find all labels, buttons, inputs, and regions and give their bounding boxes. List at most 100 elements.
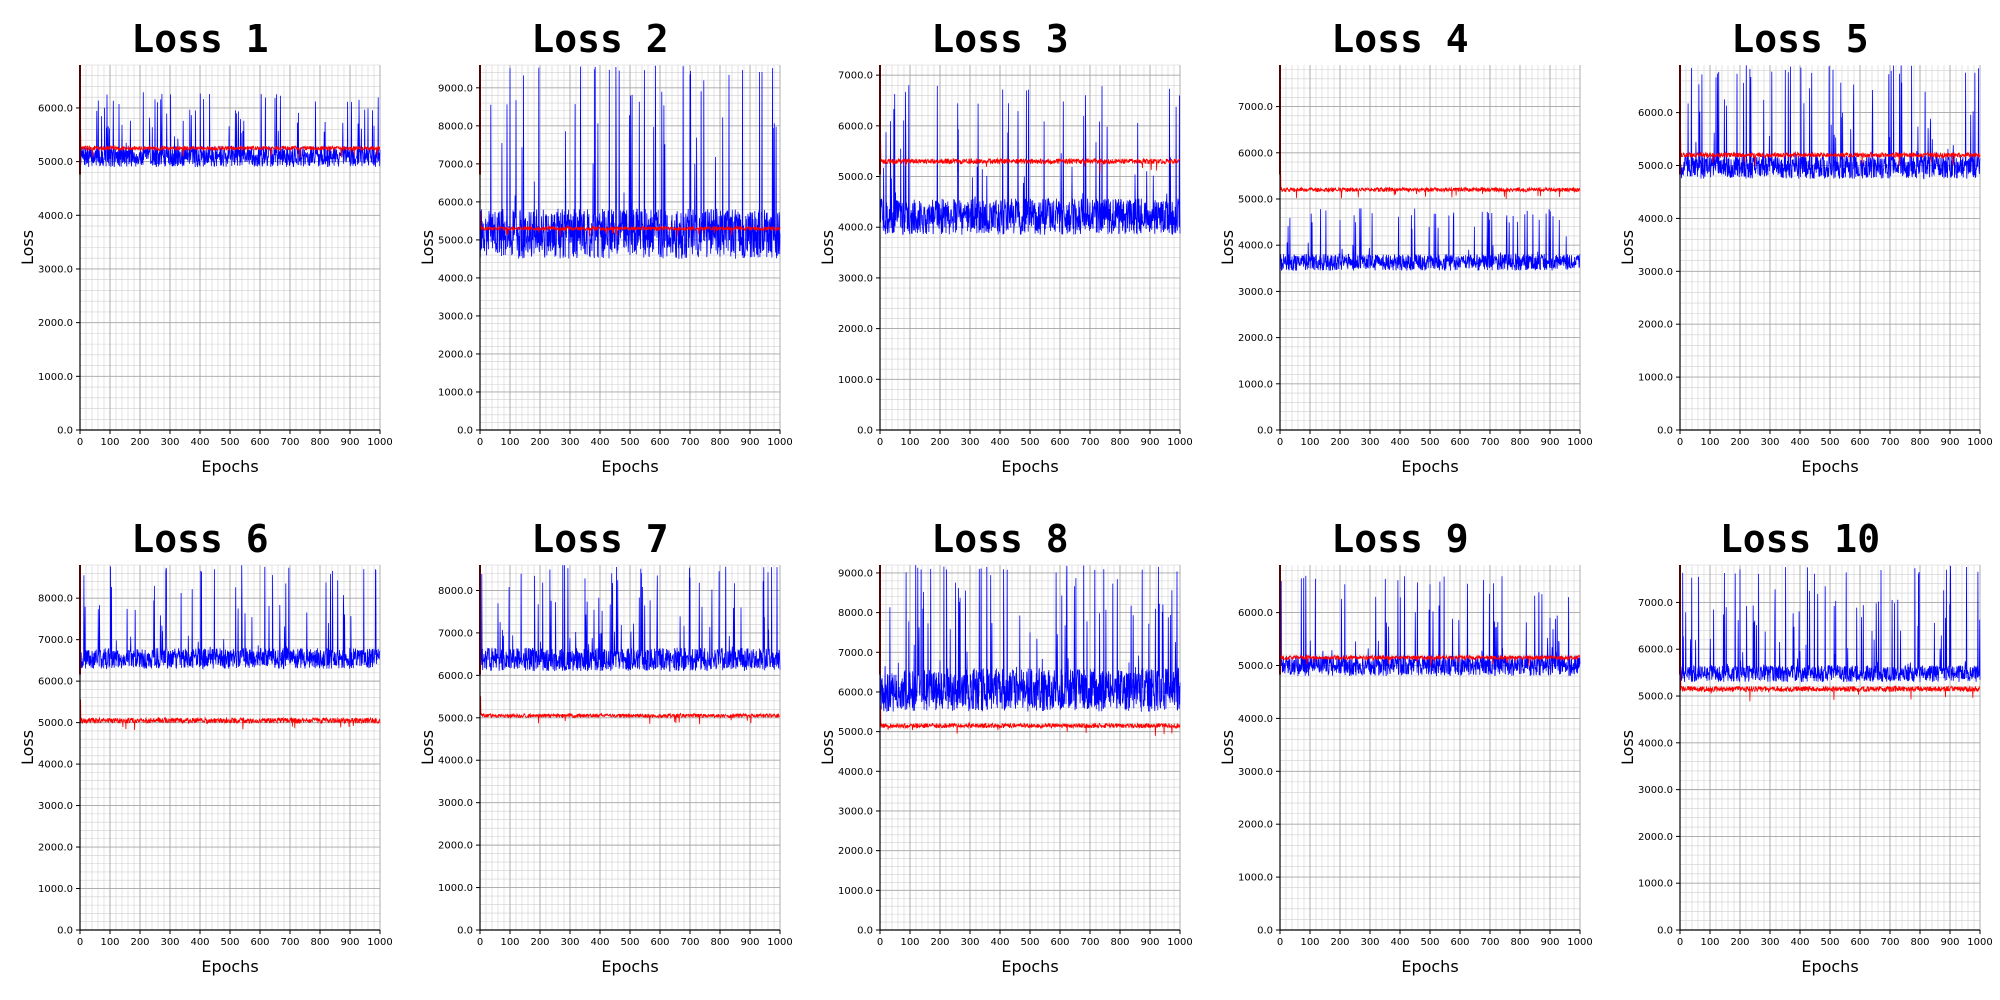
x-tick-label: 800 xyxy=(1110,937,1129,948)
blue-series-line xyxy=(1679,566,1981,683)
chart-svg-5: 0 100 200 300 400 500 600 700 800 900 1000 0.0 1000.… xyxy=(1618,17,1993,476)
y-tick-label: 4000.0 xyxy=(838,223,873,234)
y-tick-label: 9000.0 xyxy=(438,83,473,94)
blue-series-line xyxy=(479,65,781,259)
x-tick-label: 100 xyxy=(100,437,119,448)
blue-series-line xyxy=(1279,575,1581,677)
y-tick-label: 2000.0 xyxy=(838,324,873,335)
chart-panel-7: 0 100 200 300 400 500 600 700 800 900 1000 0.0 1000.… xyxy=(400,500,800,1000)
y-tick-label: 4000.0 xyxy=(1638,214,1673,225)
y-tick-label: 1000.0 xyxy=(1638,879,1673,890)
red-series-line xyxy=(880,138,1181,174)
x-tick-label: 200 xyxy=(930,937,949,948)
x-axis-label: Epochs xyxy=(1001,957,1058,976)
chart-panel-10: 0 100 200 300 400 500 600 700 800 900 1000 0.0 1000.… xyxy=(1600,500,2000,1000)
chart-svg-10: 0 100 200 300 400 500 600 700 800 900 1000 0.0 1000.… xyxy=(1618,517,1993,976)
major-grid xyxy=(1679,565,1981,931)
y-tick-label: 3000.0 xyxy=(838,806,873,817)
y-tick-label: 0.0 xyxy=(57,426,73,437)
x-tick-label: 600 xyxy=(1450,937,1469,948)
chart-svg-3: 0 100 200 300 400 500 600 700 800 900 1000 0.0 1000.… xyxy=(818,17,1193,476)
x-tick-label: 500 xyxy=(620,437,639,448)
x-tick-label: 700 xyxy=(1080,937,1099,948)
y-axis-label: Loss xyxy=(418,230,437,265)
x-tick-label: 600 xyxy=(650,937,669,948)
red-series-line xyxy=(80,126,381,158)
x-tick-label: 400 xyxy=(1790,437,1809,448)
x-tick-label: 900 xyxy=(1140,437,1159,448)
y-tick-label: 2000.0 xyxy=(838,846,873,857)
x-tick-label: 600 xyxy=(250,437,269,448)
blue-series-line xyxy=(79,565,381,671)
y-tick-label: 6000.0 xyxy=(438,197,473,208)
y-tick-label: 4000.0 xyxy=(1238,241,1273,252)
y-tick-label: 7000.0 xyxy=(1638,598,1673,609)
y-tick-label: 5000.0 xyxy=(1638,692,1673,703)
x-tick-label: 800 xyxy=(1910,937,1929,948)
chart-svg-1: 0 100 200 300 400 500 600 700 800 900 1000 0.0 1000.… xyxy=(18,17,393,476)
x-tick-label: 700 xyxy=(280,937,299,948)
y-tick-label: 3000.0 xyxy=(438,798,473,809)
y-tick-label: 2000.0 xyxy=(1238,820,1273,831)
x-tick-label: 700 xyxy=(280,437,299,448)
x-tick-label: 1000 xyxy=(767,937,792,948)
y-tick-label: 4000.0 xyxy=(38,211,73,222)
x-tick-label: 1000 xyxy=(1167,437,1192,448)
y-tick-label: 5000.0 xyxy=(1238,661,1273,672)
x-tick-label: 200 xyxy=(1730,937,1749,948)
x-tick-label: 900 xyxy=(340,437,359,448)
x-tick-label: 500 xyxy=(1420,437,1439,448)
chart-title: Loss 9 xyxy=(1331,517,1468,561)
chart-title: Loss 5 xyxy=(1731,17,1868,61)
y-tick-label: 4000.0 xyxy=(838,767,873,778)
x-tick-label: 1000 xyxy=(1167,937,1192,948)
x-tick-label: 200 xyxy=(130,437,149,448)
x-tick-label: 500 xyxy=(220,937,239,948)
y-tick-label: 6000.0 xyxy=(38,103,73,114)
x-tick-label: 0 xyxy=(477,437,483,448)
x-tick-label: 300 xyxy=(1760,437,1779,448)
x-tick-label: 200 xyxy=(530,937,549,948)
x-tick-label: 300 xyxy=(160,937,179,948)
y-tick-label: 5000.0 xyxy=(1238,194,1273,205)
x-tick-label: 300 xyxy=(560,937,579,948)
x-tick-label: 100 xyxy=(100,937,119,948)
x-tick-label: 1000 xyxy=(1567,437,1592,448)
y-axis-label: Loss xyxy=(1218,730,1237,765)
x-tick-label: 500 xyxy=(1820,937,1839,948)
x-tick-label: 1000 xyxy=(367,437,392,448)
red-series-line xyxy=(1680,130,1981,166)
x-axis-label: Epochs xyxy=(1801,457,1858,476)
y-tick-label: 3000.0 xyxy=(1638,785,1673,796)
x-tick-label: 500 xyxy=(1020,937,1039,948)
x-tick-label: 700 xyxy=(1080,437,1099,448)
x-tick-label: 100 xyxy=(500,937,519,948)
y-axis-label: Loss xyxy=(1618,230,1637,265)
chart-panel-6: 0 100 200 300 400 500 600 700 800 900 1000 0.0 1000.… xyxy=(0,500,400,1000)
y-tick-label: 2000.0 xyxy=(1638,320,1673,331)
y-tick-label: 0.0 xyxy=(1257,426,1273,437)
y-tick-label: 5000.0 xyxy=(438,713,473,724)
y-tick-label: 1000.0 xyxy=(438,387,473,398)
x-tick-label: 900 xyxy=(740,437,759,448)
blue-series-line xyxy=(879,85,1181,235)
x-tick-label: 400 xyxy=(190,437,209,448)
y-tick-label: 3000.0 xyxy=(1238,767,1273,778)
y-tick-label: 6000.0 xyxy=(1238,148,1273,159)
y-tick-label: 4000.0 xyxy=(438,756,473,767)
x-tick-label: 600 xyxy=(1850,937,1869,948)
x-tick-label: 800 xyxy=(1510,437,1529,448)
x-tick-label: 700 xyxy=(1880,437,1899,448)
chart-svg-4: 0 100 200 300 400 500 600 700 800 900 1000 0.0 1000.… xyxy=(1218,17,1593,476)
y-tick-label: 0.0 xyxy=(857,426,873,437)
y-tick-label: 8000.0 xyxy=(438,586,473,597)
y-axis-label: Loss xyxy=(418,730,437,765)
x-tick-label: 100 xyxy=(900,437,919,448)
y-tick-label: 7000.0 xyxy=(438,159,473,170)
y-tick-label: 9000.0 xyxy=(838,568,873,579)
y-tick-label: 7000.0 xyxy=(438,628,473,639)
x-tick-label: 700 xyxy=(680,937,699,948)
chart-title: Loss 1 xyxy=(131,17,268,61)
chart-title: Loss 3 xyxy=(931,17,1068,61)
red-series-line xyxy=(1280,168,1581,199)
